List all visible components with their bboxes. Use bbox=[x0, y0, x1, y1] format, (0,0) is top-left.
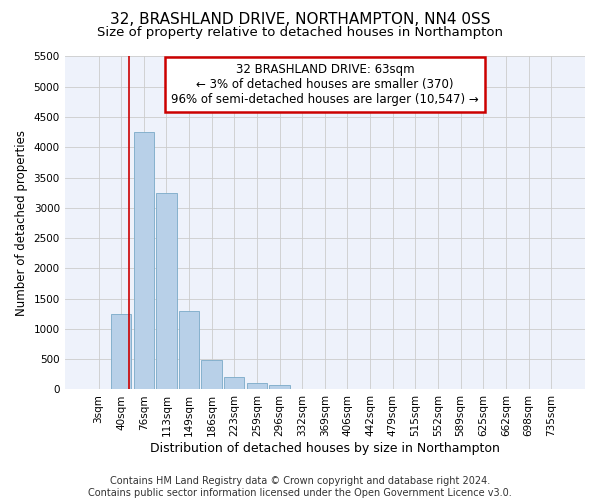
Text: Contains HM Land Registry data © Crown copyright and database right 2024.
Contai: Contains HM Land Registry data © Crown c… bbox=[88, 476, 512, 498]
Bar bbox=[156, 192, 176, 390]
Bar bbox=[224, 376, 244, 390]
Text: 32 BRASHLAND DRIVE: 63sqm
← 3% of detached houses are smaller (370)
96% of semi-: 32 BRASHLAND DRIVE: 63sqm ← 3% of detach… bbox=[171, 63, 479, 106]
Bar bbox=[202, 360, 222, 390]
Bar bbox=[269, 385, 290, 390]
Text: Size of property relative to detached houses in Northampton: Size of property relative to detached ho… bbox=[97, 26, 503, 39]
Bar bbox=[179, 311, 199, 390]
Bar bbox=[111, 314, 131, 390]
Bar bbox=[134, 132, 154, 390]
Bar bbox=[247, 384, 267, 390]
Y-axis label: Number of detached properties: Number of detached properties bbox=[15, 130, 28, 316]
X-axis label: Distribution of detached houses by size in Northampton: Distribution of detached houses by size … bbox=[150, 442, 500, 455]
Text: 32, BRASHLAND DRIVE, NORTHAMPTON, NN4 0SS: 32, BRASHLAND DRIVE, NORTHAMPTON, NN4 0S… bbox=[110, 12, 490, 28]
